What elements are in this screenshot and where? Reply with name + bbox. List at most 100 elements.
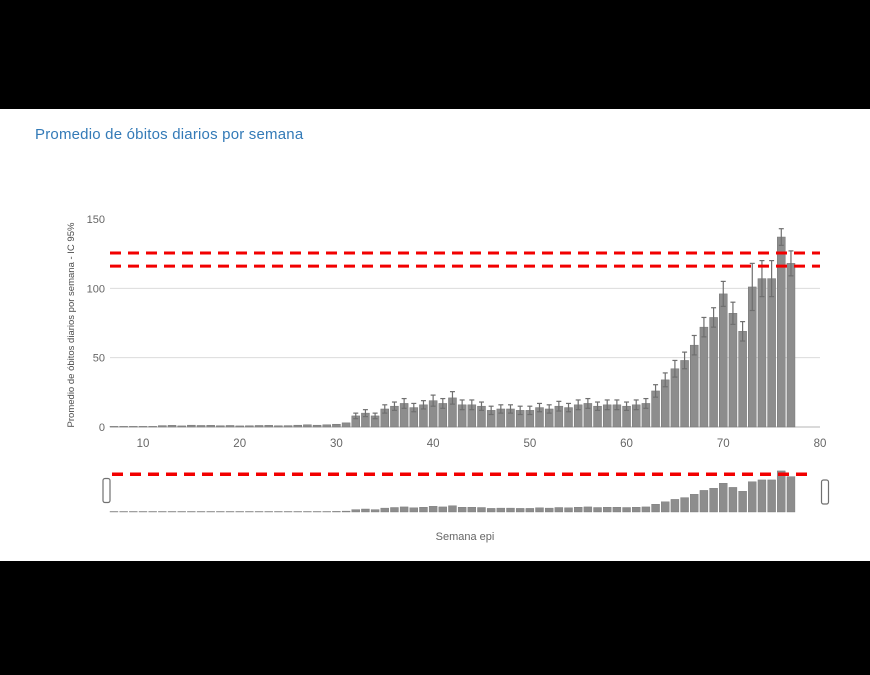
navigator-bar [651,504,660,513]
bar[interactable] [138,426,148,428]
navigator-bar [583,506,593,513]
bar[interactable] [293,424,302,428]
navigator-bar [777,470,786,513]
navigator-bar [477,507,486,513]
bar[interactable] [177,425,186,428]
y-tick-label: 0 [99,422,105,434]
navigator[interactable] [102,470,830,513]
bar[interactable] [322,424,331,428]
navigator-bar [593,507,602,513]
navigator-bar [728,487,738,513]
bar[interactable] [235,425,244,428]
letterbox-bottom [0,561,870,675]
y-axis-title: Promedio de óbitos diarios por semana - … [66,222,77,427]
bar[interactable] [757,278,767,428]
navigator-bar [283,511,293,513]
bar[interactable] [709,317,718,428]
bar[interactable] [738,331,747,428]
bar[interactable] [274,425,283,428]
bar[interactable] [699,326,709,428]
bar[interactable] [196,425,206,428]
navigator-bar [738,491,747,513]
navigator-bar [767,479,776,513]
navigator-bar [486,508,496,513]
bar[interactable] [341,422,351,428]
navigator-bar [661,501,670,513]
bar[interactable] [283,425,293,428]
bar[interactable] [312,424,322,428]
navigator-bar [293,511,302,513]
bar[interactable] [245,425,254,428]
navigator-bar [167,511,177,513]
bar[interactable] [680,360,689,428]
bar[interactable] [148,426,157,428]
navigator-bar [690,494,699,513]
bar[interactable] [225,425,235,428]
navigator-bar [670,499,680,513]
bar[interactable] [689,344,699,428]
navigator-bar [187,511,196,513]
navigator-bar [641,506,651,513]
letterbox-top [0,0,870,109]
navigator-bar [370,509,380,513]
navigator-bar [341,510,351,513]
navigator-bar [129,511,138,513]
bar[interactable] [187,424,196,428]
y-tick-label: 50 [93,353,105,365]
navigator-bar [274,511,283,513]
navigator-left-handle[interactable] [102,477,111,504]
x-tick-label: 30 [330,438,343,450]
navigator-bar [196,511,206,513]
x-tick-label: 40 [427,438,440,450]
bar[interactable] [303,424,312,428]
navigator-bar [264,511,273,513]
navigator-bar [448,505,457,513]
navigator-bar [786,476,796,513]
x-tick-label: 70 [717,438,730,450]
bar[interactable] [728,313,738,428]
navigator-bar [573,507,583,513]
y-tick-label: 100 [87,283,105,295]
deaths-bar-chart: 0 50 100 150 10 20 30 40 50 60 70 80 Promedio de óbi… [66,214,830,543]
navigator-bar [438,506,448,513]
bar[interactable] [158,425,167,428]
x-tick-label: 10 [137,438,150,450]
navigator-bar [390,507,399,513]
bar[interactable] [216,425,225,428]
navigator-right-handle[interactable] [820,479,830,505]
navigator-bar [699,490,709,513]
chart-title: Promedio de óbitos diarios por semana [35,126,304,143]
bar[interactable] [264,425,273,428]
error-bars-group [353,228,794,420]
bar[interactable] [332,423,341,428]
report-panel: Promedio de óbitos diarios por semana 0 5… [0,109,870,561]
navigator-bar [506,507,515,513]
x-tick-label: 60 [620,438,633,450]
navigator-bar [332,511,341,513]
bar[interactable] [109,426,119,428]
bar[interactable] [719,293,728,428]
navigator-bar [119,511,128,513]
navigator-bar [235,511,244,513]
bar[interactable] [786,263,796,428]
bar[interactable] [767,278,776,428]
x-axis-title: Semana epi [436,531,495,543]
navigator-bar [177,511,186,513]
navigator-bar [225,511,235,513]
navigator-bar [544,507,554,513]
navigator-bar [380,507,389,513]
x-axis-labels: 10 20 30 40 50 60 70 80 [137,438,827,450]
bar[interactable] [167,425,177,428]
navigator-bar [351,509,360,513]
navigator-bar [622,507,631,513]
bar[interactable] [129,426,138,428]
y-axis-labels: 0 50 100 150 [87,214,105,434]
bar[interactable] [254,425,264,428]
x-tick-label: 50 [523,438,536,450]
threshold-lines [110,251,820,268]
navigator-bar [632,507,641,513]
bar[interactable] [119,426,128,428]
navigator-bar [554,507,564,513]
bar[interactable] [206,425,215,428]
